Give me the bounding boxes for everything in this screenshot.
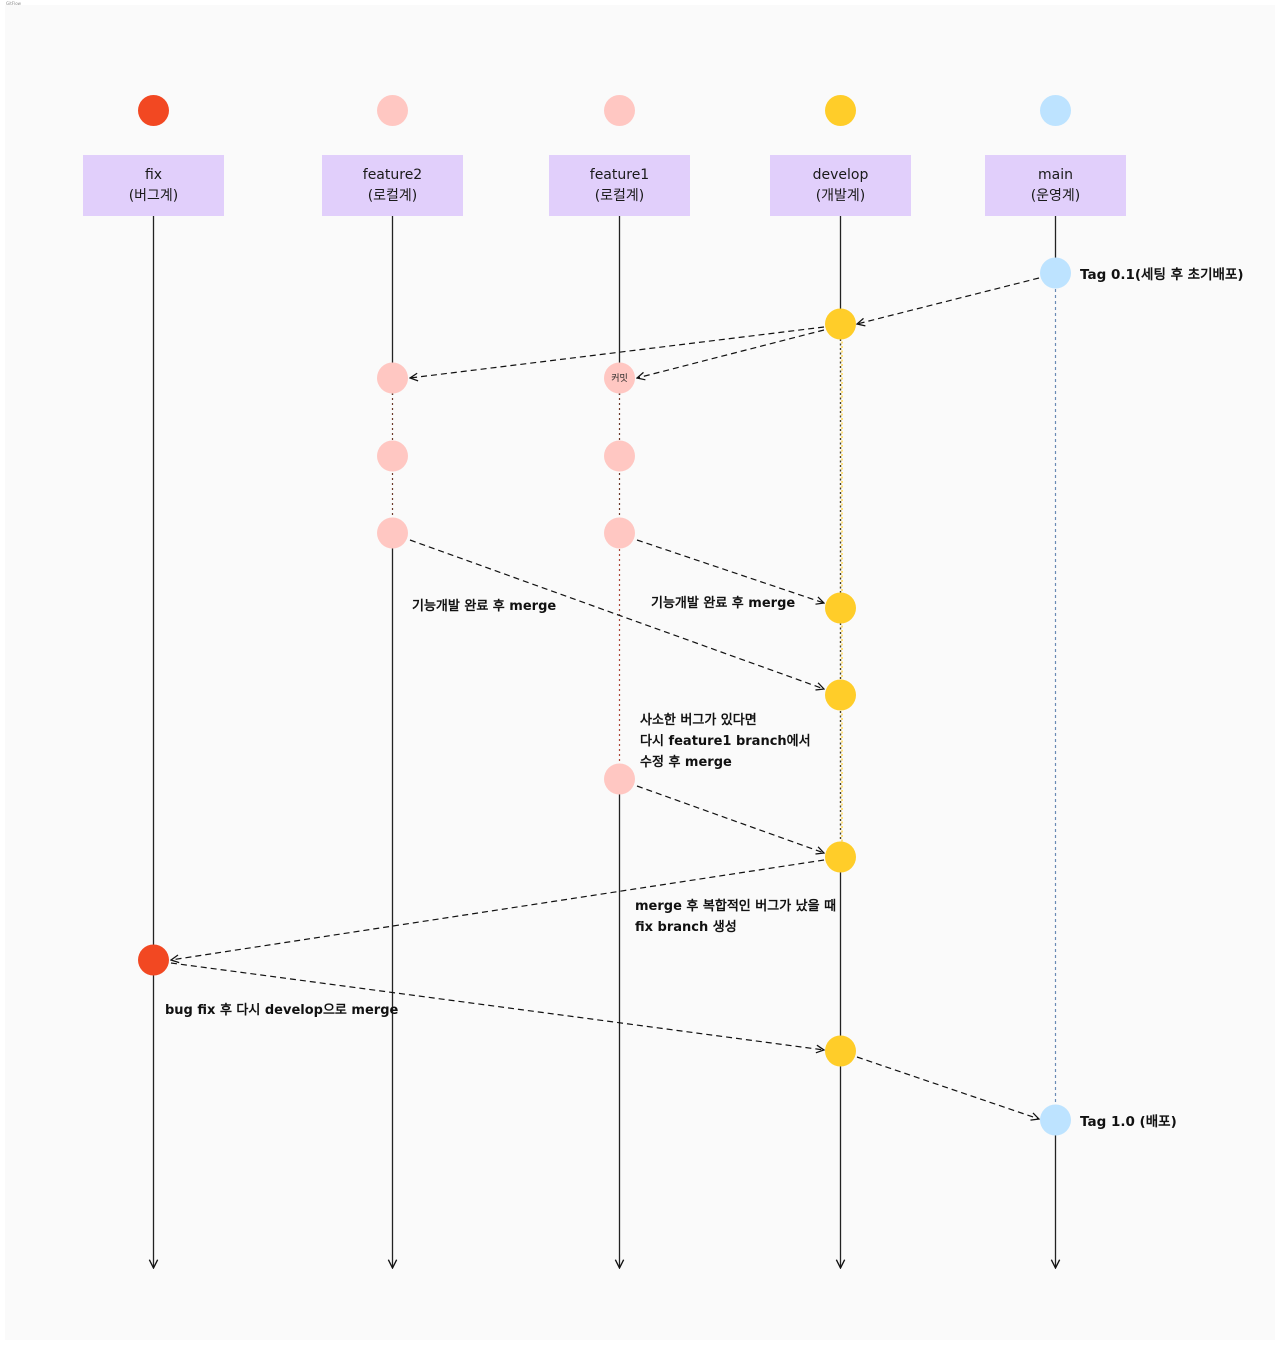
lane-box-develop: develop (개발계): [770, 155, 911, 216]
diagram-canvas: 커밋 fix (버그계) feature2 (로컬계) feature1 (로컬…: [5, 5, 1275, 1340]
feature1-commit-3: [604, 517, 635, 549]
lane-box-main: main (운영계): [985, 155, 1126, 216]
header-circle-main: [1040, 95, 1071, 126]
note-complex-bug: merge 후 복합적인 버그가 났을 때 fix branch 생성: [635, 896, 836, 938]
lane-box-fix: fix (버그계): [83, 155, 224, 216]
header-circle-develop: [825, 95, 856, 126]
develop-commit-5: [825, 1035, 856, 1067]
branch-segments: [388, 273, 1060, 1120]
arrow-develop-to-feature1: [637, 329, 825, 378]
commit-label: 커밋: [611, 373, 628, 384]
lane-header-circles: [138, 95, 1071, 126]
note-complex-bug-line-1: merge 후 복합적인 버그가 났을 때: [635, 899, 837, 914]
note-feature1-merge: 기능개발 완료 후 merge: [651, 596, 796, 611]
lane-sub-feature1: (로컬계): [594, 187, 645, 204]
feature1-commit-2: [604, 440, 635, 472]
flow-arrows: [171, 277, 1040, 1119]
feature1-commit-4: [604, 763, 635, 795]
lane-name-fix: fix: [144, 166, 163, 183]
note-feature2-merge: 기능개발 완료 후 merge: [412, 599, 557, 614]
lane-box-feature2: feature2 (로컬계): [322, 155, 463, 216]
frame-label: GitFlow: [6, 1, 21, 6]
arrow-feature2-to-develop: [409, 539, 824, 689]
lane-name-feature1: feature1: [589, 166, 650, 183]
feature2-commit-2: [377, 440, 408, 472]
lane-name-main: main: [1038, 166, 1073, 183]
lane-sub-feature2: (로컬계): [367, 187, 418, 204]
develop-commit-2: [825, 592, 856, 624]
note-bug-fix: bug fix 후 다시 develop으로 merge: [165, 1003, 399, 1018]
tag-label-01: Tag 0.1(세팅 후 초기배포): [1080, 267, 1244, 283]
header-circle-feature2: [377, 95, 408, 126]
feature2-commit-1: [377, 362, 408, 394]
develop-commit-1: [825, 308, 856, 340]
commit-nodes: 커밋: [138, 257, 1071, 1136]
note-minor-bug-line-2: 다시 feature1 branch에서: [640, 734, 811, 749]
main-commit-tag-10: [1040, 1104, 1071, 1136]
lane-name-develop: develop: [812, 166, 869, 183]
develop-commit-3: [825, 679, 856, 711]
lane-box-feature1: feature1 (로컬계): [549, 155, 690, 216]
main-commit-tag-01: [1040, 257, 1071, 289]
note-minor-bug-line-1: 사소한 버그가 있다면: [640, 713, 757, 728]
tag-label-10: Tag 1.0 (배포): [1080, 1114, 1177, 1130]
arrow-main-to-develop: [857, 277, 1040, 324]
fix-commit-1: [138, 944, 169, 976]
header-circle-feature1: [604, 95, 635, 126]
feature2-commit-3: [377, 517, 408, 549]
lane-sub-develop: (개발계): [815, 187, 866, 204]
header-circle-fix: [138, 95, 169, 126]
note-complex-bug-line-2: fix branch 생성: [635, 920, 737, 935]
note-minor-bug-line-3: 수정 후 merge: [640, 755, 732, 770]
arrow-feature1-fix-to-develop: [636, 785, 824, 853]
feature1-commit-1: [604, 362, 635, 394]
lane-sub-main: (운영계): [1030, 187, 1081, 204]
lane-sub-fix: (버그계): [128, 187, 179, 204]
arrow-feature1-to-develop: [636, 539, 824, 603]
main-segment: [1051, 273, 1060, 1120]
develop-commit-4: [825, 841, 856, 873]
lane-name-feature2: feature2: [362, 166, 423, 183]
arrow-develop-to-fix: [171, 859, 825, 960]
note-minor-bug: 사소한 버그가 있다면 다시 feature1 branch에서 수정 후 me…: [640, 710, 811, 773]
gitflow-diagram: 커밋: [138, 95, 1071, 1340]
lifelines: [154, 211, 1056, 1268]
arrow-develop-to-main: [856, 1056, 1039, 1119]
